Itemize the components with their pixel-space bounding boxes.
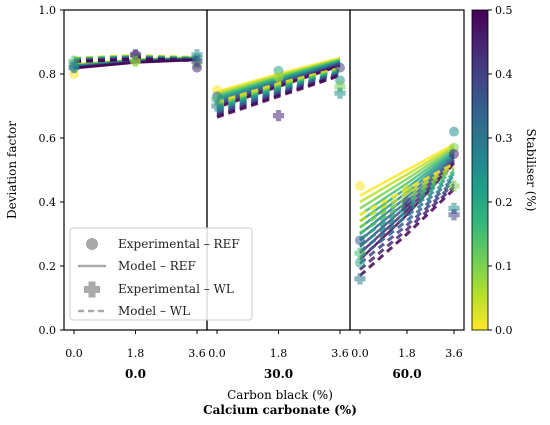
- model-wl-2-line: [359, 177, 455, 253]
- x-tick-label: 3.6: [188, 347, 206, 360]
- colorbar-ticks: 0.0 0.1 0.2 0.3 0.4 0.5: [488, 4, 513, 337]
- y-tick-label: 0.6: [39, 132, 57, 145]
- colorbar-tick-label: 0.1: [495, 260, 513, 273]
- experimental-wl-point: [211, 94, 223, 106]
- legend: Experimental – REF Model – REF Experimen…: [69, 227, 253, 321]
- experimental-ref-point: [449, 149, 459, 159]
- panel-label: 30.0: [264, 367, 293, 381]
- experimental-ref-point: [402, 184, 412, 195]
- experimental-wl-point: [334, 81, 346, 93]
- model-wl-2-line: [359, 172, 455, 241]
- panel-label: 0.0: [125, 367, 146, 381]
- legend-label-model-wl: Model – WL: [118, 304, 190, 318]
- x-tick-label: 0.0: [351, 347, 369, 360]
- x-tick-label: 3.6: [331, 347, 349, 360]
- experimental-wl-point: [334, 87, 346, 99]
- experimental-wl-point: [354, 273, 366, 285]
- experimental-wl-point: [272, 110, 285, 122]
- panel-label: 60.0: [392, 367, 421, 381]
- experimental-ref-point: [335, 62, 345, 73]
- legend-box: [69, 227, 253, 321]
- experimental-wl-point: [211, 100, 223, 112]
- model-wl-2-line: [359, 188, 456, 277]
- legend-label-experimental-wl: Experimental – WL: [118, 282, 234, 296]
- model-ref-2-line: [359, 147, 455, 210]
- y-tick-label: 0.8: [39, 68, 57, 81]
- experimental-wl-point: [68, 62, 80, 74]
- model-wl-2-line: [359, 175, 455, 247]
- model-wl-2-line: [359, 167, 455, 229]
- x-tick-label: 1.8: [270, 347, 288, 360]
- legend-marker-experimental-ref: [86, 238, 98, 250]
- experimental-wl-point: [129, 55, 142, 67]
- panel-labels: 0.0 30.0 60.0: [125, 367, 422, 381]
- colorbar-gradient: [471, 9, 489, 331]
- x-axis-label: Carbon black (%): [227, 388, 333, 402]
- y-axis-label: Deviation factor: [5, 121, 19, 219]
- model-wl-1-line: [216, 74, 341, 119]
- y-tick-label: 0.2: [39, 260, 57, 273]
- legend-label-experimental-ref: Experimental – REF: [118, 237, 240, 251]
- model-ref-2-line: [359, 154, 455, 235]
- y-tick-label: 0.4: [39, 196, 57, 209]
- colorbar-label: Stabiliser (%): [524, 129, 538, 212]
- model-ref-2-line: [359, 145, 455, 204]
- colorbar-tick-label: 0.2: [495, 196, 513, 209]
- experimental-ref-point: [355, 235, 365, 246]
- x-tick-label: 3.6: [445, 347, 463, 360]
- model-wl-2-line: [359, 182, 455, 265]
- y-axis: 0.0 0.2 0.4 0.6 0.8 1.0: [39, 4, 64, 337]
- experimental-ref-point: [355, 257, 365, 268]
- model-wl-2-line: [359, 185, 456, 271]
- experimental-wl-point: [129, 49, 142, 61]
- colorbar-tick-label: 0.3: [495, 132, 513, 145]
- legend-marker-experimental-wl: [84, 281, 100, 298]
- experimental-wl-point: [448, 209, 460, 221]
- model-ref-2-line: [359, 162, 455, 261]
- colorbar: 0.0 0.1 0.2 0.3 0.4 0.5: [471, 4, 513, 337]
- experimental-wl-point: [354, 247, 366, 259]
- experimental-wl-point: [191, 49, 203, 61]
- x-axis-label-secondary: Calcium carbonate (%): [203, 403, 357, 417]
- x-tick-label: 1.8: [127, 347, 145, 360]
- colorbar-tick-label: 0.0: [495, 324, 513, 337]
- colorbar-tick-label: 0.5: [495, 4, 513, 17]
- x-tick-label: 0.0: [208, 347, 226, 360]
- x-axis-ticks: 0.0 1.8 3.6 0.0 1.8 3.6 0.0 1.8 3.6: [65, 330, 463, 360]
- colorbar-tick-label: 0.4: [495, 68, 513, 81]
- y-tick-label: 1.0: [39, 4, 57, 17]
- data-points: [68, 49, 460, 285]
- legend-label-model-ref: Model – REF: [118, 259, 196, 273]
- model-ref-2-line: [359, 149, 455, 216]
- experimental-ref-point: [355, 181, 365, 191]
- experimental-wl-point: [191, 55, 203, 67]
- model-wl-2-line: [359, 180, 455, 259]
- experimental-wl-point: [401, 202, 413, 214]
- model-wl-2-line: [359, 170, 455, 235]
- x-tick-label: 0.0: [65, 347, 83, 360]
- experimental-ref-point: [273, 72, 284, 83]
- experimental-ref-point: [449, 126, 459, 137]
- x-tick-label: 1.8: [398, 347, 416, 360]
- experimental-wl-point: [448, 180, 460, 192]
- model-ref-2-line: [359, 143, 455, 197]
- y-tick-label: 0.0: [39, 324, 57, 337]
- experimental-wl-point: [448, 202, 460, 214]
- experimental-wl-point: [68, 55, 80, 67]
